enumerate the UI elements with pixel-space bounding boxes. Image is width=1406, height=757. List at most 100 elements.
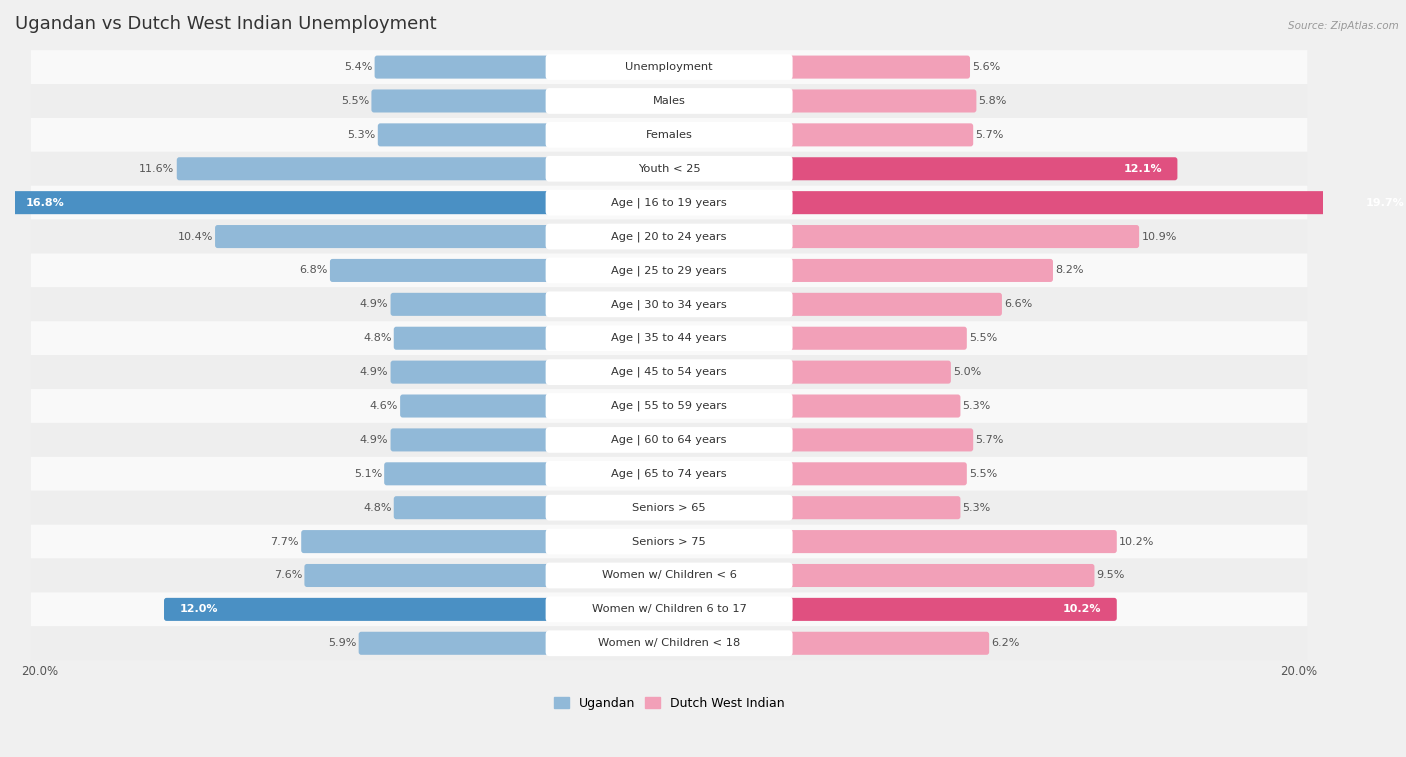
FancyBboxPatch shape (786, 496, 960, 519)
Text: 4.6%: 4.6% (370, 401, 398, 411)
FancyBboxPatch shape (546, 156, 793, 182)
Text: Women w/ Children < 6: Women w/ Children < 6 (602, 571, 737, 581)
Text: 7.6%: 7.6% (274, 571, 302, 581)
FancyBboxPatch shape (786, 327, 967, 350)
FancyBboxPatch shape (31, 626, 1308, 660)
Text: 19.7%: 19.7% (1365, 198, 1405, 207)
Legend: Ugandan, Dutch West Indian: Ugandan, Dutch West Indian (548, 692, 790, 715)
FancyBboxPatch shape (786, 598, 1116, 621)
FancyBboxPatch shape (391, 360, 553, 384)
FancyBboxPatch shape (786, 89, 976, 113)
FancyBboxPatch shape (31, 559, 1308, 593)
FancyBboxPatch shape (330, 259, 553, 282)
FancyBboxPatch shape (786, 394, 960, 418)
Text: 5.3%: 5.3% (963, 401, 991, 411)
FancyBboxPatch shape (546, 257, 793, 283)
Text: Age | 55 to 59 years: Age | 55 to 59 years (612, 400, 727, 411)
Text: 5.3%: 5.3% (347, 130, 375, 140)
FancyBboxPatch shape (359, 632, 553, 655)
FancyBboxPatch shape (391, 293, 553, 316)
FancyBboxPatch shape (401, 394, 553, 418)
FancyBboxPatch shape (31, 50, 1308, 84)
Text: Age | 25 to 29 years: Age | 25 to 29 years (612, 265, 727, 276)
Text: Age | 60 to 64 years: Age | 60 to 64 years (612, 435, 727, 445)
Text: 10.2%: 10.2% (1063, 604, 1101, 615)
FancyBboxPatch shape (546, 122, 793, 148)
FancyBboxPatch shape (546, 223, 793, 250)
Text: Age | 20 to 24 years: Age | 20 to 24 years (612, 232, 727, 241)
FancyBboxPatch shape (31, 321, 1308, 355)
FancyBboxPatch shape (786, 632, 990, 655)
Text: 6.2%: 6.2% (991, 638, 1019, 648)
Text: 16.8%: 16.8% (27, 198, 65, 207)
Text: 5.9%: 5.9% (328, 638, 356, 648)
Text: Age | 45 to 54 years: Age | 45 to 54 years (612, 367, 727, 378)
Text: Women w/ Children 6 to 17: Women w/ Children 6 to 17 (592, 604, 747, 615)
FancyBboxPatch shape (546, 326, 793, 351)
Text: 4.9%: 4.9% (360, 299, 388, 310)
FancyBboxPatch shape (786, 225, 1139, 248)
Text: 10.4%: 10.4% (177, 232, 212, 241)
FancyBboxPatch shape (177, 157, 553, 180)
FancyBboxPatch shape (546, 360, 793, 385)
Text: 5.5%: 5.5% (969, 333, 997, 343)
Text: 5.4%: 5.4% (344, 62, 373, 72)
FancyBboxPatch shape (31, 593, 1308, 626)
Text: 5.7%: 5.7% (976, 435, 1004, 445)
Text: Females: Females (645, 130, 693, 140)
Text: 6.6%: 6.6% (1004, 299, 1032, 310)
Text: 9.5%: 9.5% (1097, 571, 1125, 581)
FancyBboxPatch shape (31, 389, 1308, 423)
Text: 4.8%: 4.8% (363, 503, 391, 512)
FancyBboxPatch shape (546, 528, 793, 554)
FancyBboxPatch shape (305, 564, 553, 587)
FancyBboxPatch shape (546, 427, 793, 453)
FancyBboxPatch shape (165, 598, 553, 621)
FancyBboxPatch shape (786, 157, 1177, 180)
FancyBboxPatch shape (374, 55, 553, 79)
FancyBboxPatch shape (31, 152, 1308, 185)
FancyBboxPatch shape (546, 291, 793, 317)
Text: 5.6%: 5.6% (972, 62, 1001, 72)
Text: 5.3%: 5.3% (963, 503, 991, 512)
Text: Seniors > 65: Seniors > 65 (633, 503, 706, 512)
Text: 12.1%: 12.1% (1123, 164, 1163, 174)
FancyBboxPatch shape (31, 423, 1308, 457)
FancyBboxPatch shape (384, 463, 553, 485)
FancyBboxPatch shape (31, 355, 1308, 389)
FancyBboxPatch shape (786, 360, 950, 384)
FancyBboxPatch shape (394, 496, 553, 519)
FancyBboxPatch shape (546, 562, 793, 588)
FancyBboxPatch shape (371, 89, 553, 113)
Text: 5.7%: 5.7% (976, 130, 1004, 140)
FancyBboxPatch shape (786, 191, 1406, 214)
Text: 5.8%: 5.8% (979, 96, 1007, 106)
Text: Unemployment: Unemployment (626, 62, 713, 72)
Text: 4.9%: 4.9% (360, 435, 388, 445)
FancyBboxPatch shape (786, 55, 970, 79)
FancyBboxPatch shape (546, 190, 793, 216)
FancyBboxPatch shape (786, 530, 1116, 553)
Text: Males: Males (652, 96, 686, 106)
FancyBboxPatch shape (546, 55, 793, 80)
Text: Youth < 25: Youth < 25 (638, 164, 700, 174)
FancyBboxPatch shape (31, 84, 1308, 118)
FancyBboxPatch shape (215, 225, 553, 248)
Text: 11.6%: 11.6% (139, 164, 174, 174)
Text: 5.1%: 5.1% (354, 469, 382, 479)
Text: 12.0%: 12.0% (180, 604, 218, 615)
FancyBboxPatch shape (394, 327, 553, 350)
FancyBboxPatch shape (31, 254, 1308, 288)
FancyBboxPatch shape (31, 288, 1308, 321)
Text: 10.9%: 10.9% (1142, 232, 1177, 241)
FancyBboxPatch shape (546, 88, 793, 114)
FancyBboxPatch shape (786, 463, 967, 485)
FancyBboxPatch shape (31, 491, 1308, 525)
Text: 8.2%: 8.2% (1054, 266, 1084, 276)
FancyBboxPatch shape (546, 631, 793, 656)
Text: 20.0%: 20.0% (21, 665, 59, 678)
Text: Source: ZipAtlas.com: Source: ZipAtlas.com (1288, 21, 1399, 31)
Text: 4.8%: 4.8% (363, 333, 391, 343)
Text: 10.2%: 10.2% (1119, 537, 1154, 547)
Text: 5.5%: 5.5% (340, 96, 370, 106)
